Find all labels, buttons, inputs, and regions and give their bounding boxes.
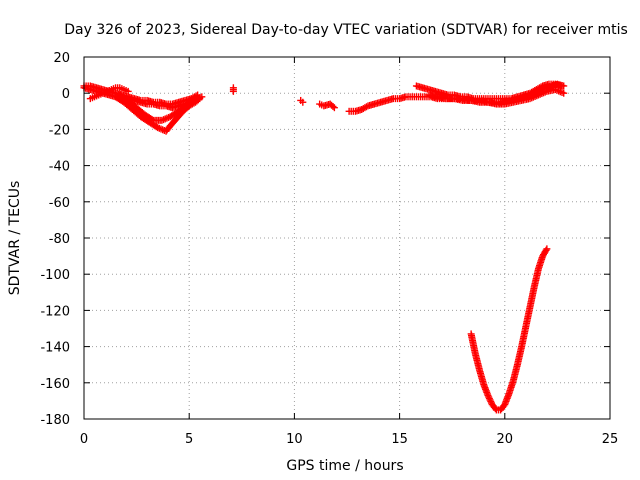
y-tick-label-2: -20: [49, 123, 70, 138]
y-tick-label-8: -140: [40, 341, 70, 356]
data-point-isolated-11h-3: [330, 104, 338, 112]
data-point-early-cluster-b-18: [194, 91, 202, 99]
y-tick-label-9: -160: [40, 377, 70, 392]
data-point-early-cluster-c-9: [124, 87, 132, 95]
data-point-isolated-11h-2-fill-2: [329, 102, 337, 110]
data-point-early-dip-b-3-fill-5: [148, 115, 156, 123]
y-tick-label-0: 20: [53, 51, 70, 66]
data-point-early-dip-4-fill-5: [152, 123, 160, 131]
y-tick-label-3: -40: [49, 160, 70, 175]
y-tick-label-7: -120: [40, 304, 70, 319]
x-tick-label-5: 25: [602, 432, 619, 447]
y-tick-label-4: -60: [49, 196, 70, 211]
x-tick-label-2: 10: [286, 432, 303, 447]
y-axis-title: SDTVAR / TECUs: [7, 181, 23, 296]
data-point-midday-arc-b-19-fill-3: [537, 83, 545, 91]
x-tick-label-0: 0: [80, 432, 88, 447]
data-point-deep-v-17-fill-4: [542, 246, 550, 254]
data-point-midday-arc-c-16: [560, 89, 568, 97]
x-tick-label-3: 15: [391, 432, 408, 447]
data-point-deep-v-5-fill-3: [491, 405, 499, 413]
y-tick-label-10: -180: [40, 413, 70, 428]
y-tick-label-6: -100: [40, 268, 70, 283]
data-point-early-dip-b-9: [192, 95, 200, 103]
y-axis-ticks: 20 0 -20 -40 -60 -80 -100 -120 -140 -160 -180: [40, 51, 610, 428]
grid-layer: [84, 57, 610, 419]
data-point-early-dip-b-8-fill-5: [190, 96, 198, 104]
x-axis-ticks: 0 5 10 15 20 25: [80, 57, 618, 447]
data-point-isolated-10h-1: [299, 98, 307, 106]
data-marks: [80, 80, 568, 414]
data-point-isolated-7h-1: [229, 84, 237, 92]
chart-title: Day 326 of 2023, Sidereal Day-to-day VTE…: [64, 22, 628, 38]
x-axis-title: GPS time / hours: [286, 458, 403, 474]
data-point-midday-arc-b-23: [558, 82, 566, 90]
x-tick-label-1: 5: [185, 432, 193, 447]
data-point-midday-arc-2-fill-3: [362, 103, 370, 111]
y-tick-label-1: 0: [62, 87, 70, 102]
data-point-deep-v-18: [543, 245, 551, 253]
y-tick-label-5: -80: [49, 232, 70, 247]
x-tick-label-4: 20: [497, 432, 514, 447]
